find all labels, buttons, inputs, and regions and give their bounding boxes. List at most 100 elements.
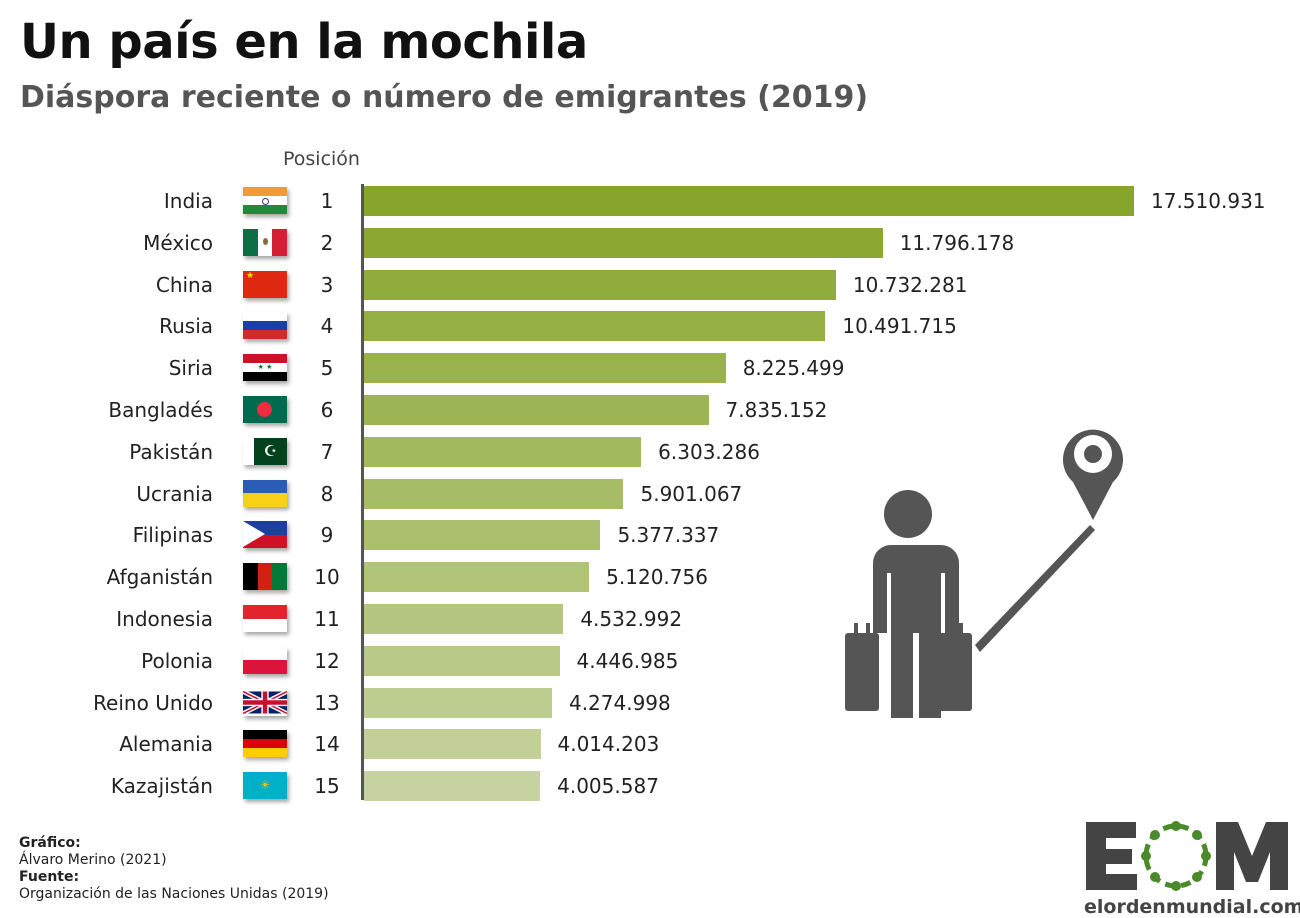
bar (364, 771, 541, 802)
flag-icon (243, 479, 287, 507)
bar (364, 227, 883, 258)
bar (364, 562, 590, 593)
rank-label: 14 (314, 732, 340, 757)
bar-row: Polonia 12 4.446.985 (0, 645, 1300, 676)
country-label: México (143, 230, 213, 255)
value-label: 5.377.337 (617, 523, 720, 548)
value-label: 4.274.998 (568, 690, 671, 715)
country-label: Siria (168, 356, 213, 381)
bar (364, 520, 601, 551)
bar (364, 311, 826, 342)
flag-icon (243, 730, 287, 758)
value-label: 4.532.992 (580, 607, 683, 631)
rank-label: 12 (314, 648, 340, 673)
bar-row: Pakistán ☪ 7 6.303.286 (0, 436, 1300, 467)
graphic-label: Gráfico: (19, 835, 81, 851)
bar-row: Filipinas 9 5.377.337 (0, 520, 1300, 551)
value-label: 7.835.152 (725, 398, 828, 422)
credits: Gráfico: Álvaro Merino (2021) Fuente: Or… (19, 835, 329, 903)
value-label: 5.120.756 (606, 565, 708, 590)
value-label: 11.796.178 (899, 230, 1015, 255)
rank-label: 13 (314, 690, 340, 715)
country-label: Ucrania (136, 481, 213, 506)
bar-row: Indonesia 11 4.532.992 (0, 604, 1300, 634)
bar-row: México 2 11.796.178 (0, 227, 1300, 258)
flag-icon: ☪ (243, 437, 287, 465)
country-label: Bangladés (108, 398, 213, 422)
flag-icon (243, 187, 287, 214)
bar-row: China ★ 3 10.732.281 (0, 269, 1300, 300)
country-label: Pakistán (129, 439, 213, 464)
bar-row: Kazajistán ☀ 15 4.005.587 (0, 771, 1300, 802)
chart-subtitle: Diáspora reciente o número de emigrantes… (20, 80, 869, 115)
flag-icon (243, 228, 287, 256)
bar (364, 269, 836, 300)
rank-label: 3 (320, 272, 334, 297)
bar (364, 729, 541, 760)
rank-label: 1 (320, 189, 334, 213)
country-label: Polonia (141, 648, 213, 673)
source-text: Organización de las Naciones Unidas (201… (19, 886, 329, 902)
rank-label: 8 (320, 481, 334, 506)
value-label: 17.510.931 (1151, 189, 1266, 213)
flag-icon (243, 563, 287, 591)
bar (364, 395, 709, 425)
rank-label: 4 (320, 314, 334, 339)
y-axis-line (361, 184, 364, 800)
rank-label: 5 (320, 356, 334, 381)
country-label: Alemania (119, 732, 213, 757)
eom-logo: elordenmundial.com (1084, 818, 1300, 918)
rank-label: 7 (320, 439, 334, 464)
value-label: 4.005.587 (557, 774, 659, 799)
traveler-with-suitcases-icon (845, 429, 1123, 718)
value-label: 6.303.286 (658, 439, 760, 464)
value-label: 4.446.985 (576, 648, 679, 673)
graphic-author: Álvaro Merino (2021) (19, 852, 167, 868)
value-label: 10.491.715 (842, 314, 957, 339)
value-label: 8.225.499 (742, 356, 845, 381)
flag-icon (243, 312, 287, 340)
bar (364, 478, 624, 509)
bar (364, 604, 564, 634)
flag-icon: ☀ (243, 772, 287, 800)
country-label: India (163, 189, 213, 213)
value-label: 4.014.203 (557, 732, 660, 757)
position-header: Posición (283, 148, 360, 170)
rank-label: 9 (320, 523, 334, 548)
bar-row: Rusia 4 10.491.715 (0, 311, 1300, 342)
bar (364, 436, 642, 467)
bar-row: Afganistán 10 5.120.756 (0, 562, 1300, 593)
bar (364, 353, 726, 384)
flag-icon (243, 689, 287, 716)
country-label: Indonesia (116, 607, 213, 631)
bar-row: India 1 17.510.931 (0, 186, 1300, 216)
flag-icon (243, 396, 287, 423)
rank-label: 10 (314, 565, 340, 590)
rank-label: 11 (314, 607, 340, 631)
country-label: Reino Unido (93, 690, 213, 715)
bar-row: Siria ★ ★ 5 8.225.499 (0, 353, 1300, 384)
flag-icon (243, 605, 287, 632)
bar-row: Ucrania 8 5.901.067 (0, 478, 1300, 509)
bar (364, 645, 560, 676)
logo-url: elordenmundial.com (1084, 896, 1300, 918)
value-label: 5.901.067 (640, 481, 743, 506)
rank-label: 15 (314, 774, 340, 799)
bar (364, 186, 1134, 216)
rank-label: 6 (320, 398, 334, 422)
country-label: Kazajistán (110, 774, 213, 799)
country-label: China (155, 272, 213, 297)
flag-icon: ★ ★ (243, 354, 287, 382)
country-label: Afganistán (106, 565, 213, 590)
flag-icon: ★ (243, 270, 287, 298)
eom-logo-mark (1086, 821, 1288, 891)
country-label: Rusia (159, 314, 213, 339)
bar-row: Bangladés 6 7.835.152 (0, 395, 1300, 425)
chart-title: Un país en la mochila (20, 14, 588, 70)
bar-row: Alemania 14 4.014.203 (0, 729, 1300, 760)
rank-label: 2 (320, 230, 334, 255)
source-label: Fuente: (19, 869, 80, 885)
bar (364, 687, 552, 718)
flag-icon (243, 646, 287, 674)
